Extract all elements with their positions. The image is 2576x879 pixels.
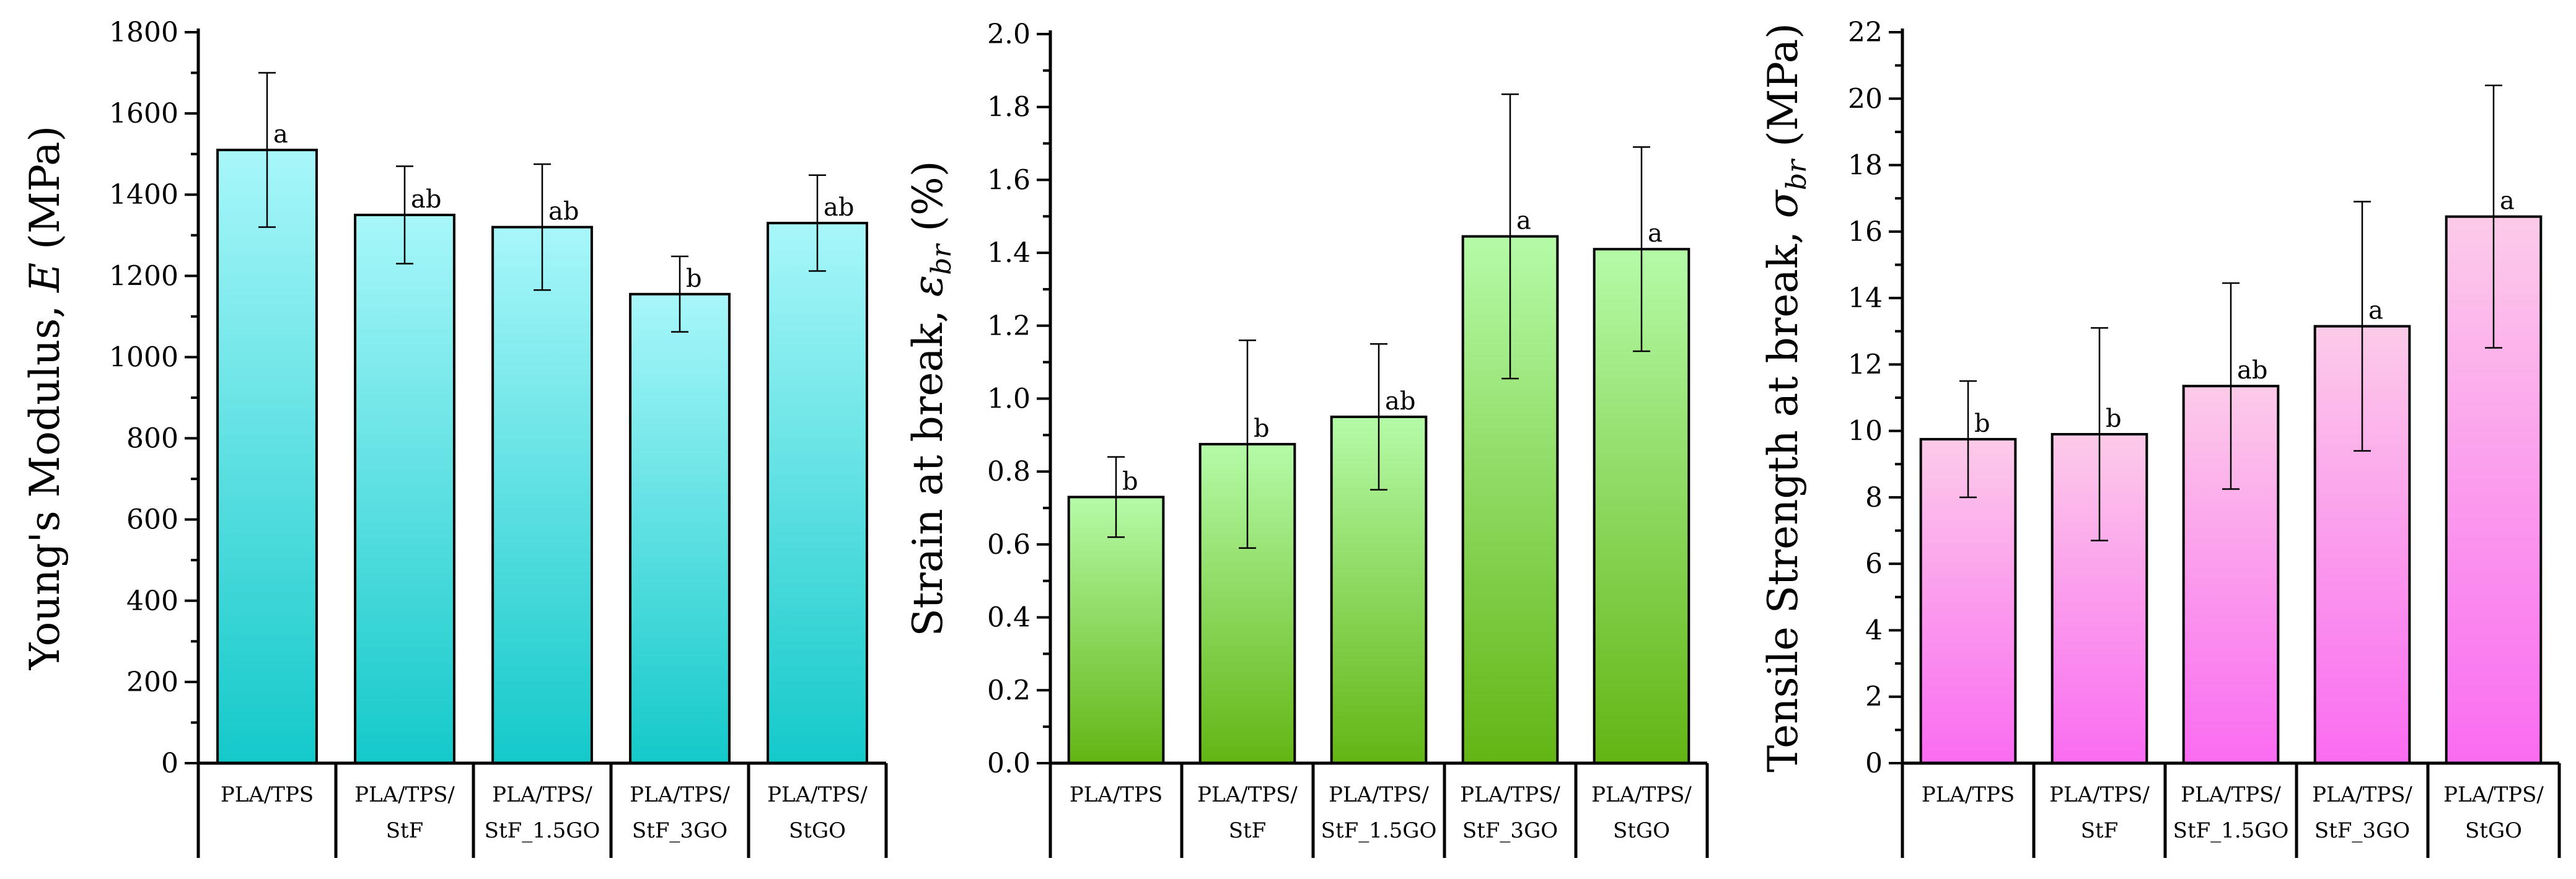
significance-letter: a [2500, 187, 2515, 216]
y-tick-label: 1.2 [987, 310, 1031, 342]
significance-letter: a [1648, 219, 1663, 248]
error-bar-3 [2222, 282, 2240, 490]
bar-2 [354, 214, 455, 764]
error-bar-3 [534, 163, 551, 291]
error-bar-2 [396, 165, 413, 265]
y-axis-title: Young's Modulus, E (MPa) [21, 126, 69, 670]
y-tick-label: 1.8 [987, 92, 1031, 123]
y-tick-label: 14 [1848, 282, 1883, 314]
error-bar-4 [671, 255, 688, 333]
y-tick-label: 200 [126, 667, 178, 698]
y-tick-label: 0.6 [987, 529, 1031, 561]
category-label: PLA/TPS/StGO [2443, 782, 2544, 843]
y-tick-label: 0.0 [987, 748, 1031, 779]
significance-letter: b [2106, 405, 2122, 433]
y-tick-label: 0 [161, 748, 178, 779]
significance-letter: ab [1385, 387, 1415, 416]
significance-letter: ab [824, 193, 854, 222]
error-bar-5 [1633, 146, 1650, 352]
significance-letter: ab [2237, 356, 2267, 385]
category-label: PLA/TPS [1922, 782, 2015, 807]
error-bar-1 [258, 72, 276, 228]
significance-letter: ab [411, 185, 441, 214]
y-tick-label: 1200 [109, 260, 178, 292]
error-bar-4 [2354, 201, 2371, 452]
panel-youngs-modulus: a ab ab b ab 0 200 400 600 800 1000 1200 1400 1600 180… [21, 17, 888, 858]
y-tick-label: 18 [1848, 150, 1883, 181]
category-label: PLA/TPS [1070, 782, 1163, 807]
bar-5 [767, 222, 868, 765]
y-tick-label: 1400 [109, 179, 178, 211]
significance-letter: a [273, 120, 288, 149]
category-label: PLA/TPS/StF_3GO [1460, 782, 1560, 843]
bar-4 [629, 292, 731, 765]
error-bar-2 [1239, 339, 1256, 549]
error-bar-5 [2485, 84, 2502, 349]
category-label: PLA/TPS/StGO [1591, 782, 1692, 843]
category-label: PLA/TPS/StGO [767, 782, 868, 843]
error-bar-5 [809, 174, 826, 272]
y-tick-label: 12 [1848, 349, 1883, 380]
y-tick-label: 1000 [109, 341, 178, 373]
y-tick-label: 4 [1865, 614, 1883, 646]
significance-letter: b [686, 265, 702, 293]
y-tick-label: 1800 [109, 17, 178, 48]
y-tick-label: 8 [1865, 482, 1883, 514]
category-label: PLA/TPS/StF [2049, 782, 2150, 843]
error-bar-4 [1501, 93, 1519, 380]
category-label: PLA/TPS/StF_1.5GO [485, 782, 600, 843]
y-tick-label: 400 [126, 585, 178, 617]
y-tick-label: 20 [1848, 83, 1883, 115]
y-tick-label: 800 [126, 423, 178, 455]
y-axis-title: Tensile Strength at break, σbr (MPa) [1759, 23, 1813, 772]
y-tick-label: 0.2 [987, 675, 1031, 706]
error-bar-1 [1959, 380, 1977, 499]
category-label: PLA/TPS [221, 782, 314, 807]
significance-letter: a [2368, 297, 2383, 325]
y-tick-label: 0.8 [987, 456, 1031, 488]
y-tick-label: 1.0 [987, 383, 1031, 415]
category-label: PLA/TPS/StF_1.5GO [2173, 782, 2289, 843]
bar-3 [491, 225, 593, 764]
bar-1 [216, 149, 318, 765]
panel-strain-at-break: b b ab a a 0.0 0.2 0.4 0.6 0.8 1.0 1.2 1.4 1.6 1.8 2.0 P… [904, 19, 1709, 858]
y-tick-label: 2.0 [987, 19, 1031, 50]
significance-letter: b [1122, 467, 1138, 496]
error-bar-3 [1370, 343, 1387, 491]
y-tick-label: 1.4 [987, 237, 1031, 269]
error-bar-2 [2091, 327, 2108, 541]
category-label: PLA/TPS/StF_3GO [630, 782, 730, 843]
category-label: PLA/TPS/StF_1.5GO [1321, 782, 1437, 843]
significance-letter: b [1254, 414, 1270, 443]
y-tick-label: 600 [126, 504, 178, 536]
bar-3 [1330, 415, 1428, 764]
y-tick-label: 1.6 [987, 164, 1031, 196]
y-tick-label: 6 [1865, 548, 1883, 580]
y-tick-label: 0 [1865, 748, 1883, 779]
significance-letter: ab [548, 198, 579, 226]
category-label: PLA/TPS/StF [354, 782, 455, 843]
y-axis-title: Strain at break, εbr (%) [904, 160, 957, 636]
y-tick-label: 16 [1848, 216, 1883, 248]
significance-letter: b [1974, 409, 1990, 438]
y-tick-label: 0.4 [987, 602, 1031, 634]
error-bar-1 [1107, 456, 1125, 538]
y-tick-label: 10 [1848, 416, 1883, 447]
y-tick-label: 2 [1865, 681, 1883, 713]
significance-letter: a [1516, 207, 1531, 235]
category-label: PLA/TPS/StF [1197, 782, 1298, 843]
y-tick-label: 22 [1848, 17, 1883, 48]
panel-tensile-strength: b b ab a a 0 2 4 6 8 10 12 14 16 18 20 22 PLA/TPS PLA/TPS/… [1759, 17, 2561, 858]
category-label: PLA/TPS/StF_3GO [2312, 782, 2412, 843]
y-tick-label: 1600 [109, 98, 178, 129]
